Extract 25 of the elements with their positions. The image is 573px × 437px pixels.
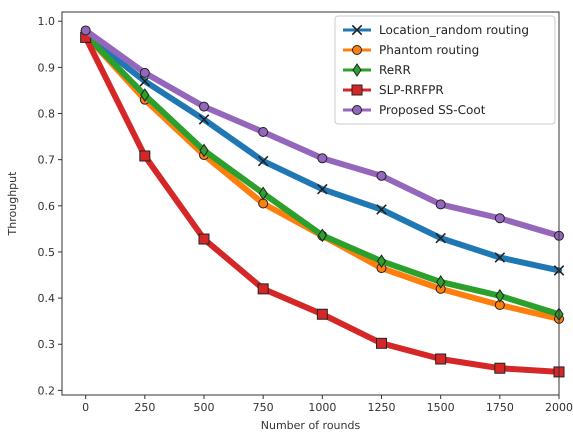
legend-label: Location_random routing <box>379 23 529 37</box>
y-tick-label: 1.0 <box>38 15 55 28</box>
y-tick-label: 0.5 <box>38 246 55 259</box>
legend-label: Phantom routing <box>379 43 480 57</box>
y-tick-label: 0.8 <box>38 108 55 121</box>
y-tick-label: 0.3 <box>38 338 55 352</box>
x-tick-label: 750 <box>252 401 274 414</box>
legend-label: ReRR <box>379 63 411 77</box>
x-tick-label: 1000 <box>308 401 336 414</box>
x-tick-label: 1500 <box>426 401 455 414</box>
legend-label: Proposed SS-Coot <box>379 103 486 117</box>
x-tick-label: 1250 <box>368 401 396 414</box>
y-tick-label: 0.9 <box>38 61 55 74</box>
x-axis-title: Number of rounds <box>260 419 360 432</box>
y-tick-label: 0.7 <box>38 154 55 167</box>
y-tick-label: 0.6 <box>38 200 55 213</box>
legend-label: SLP-RRFPR <box>379 83 444 97</box>
y-axis-title: Throughput <box>6 170 19 236</box>
x-tick-label: 500 <box>194 401 214 414</box>
y-tick-label: 0.2 <box>38 384 55 398</box>
x-tick-label: 1750 <box>486 401 514 414</box>
x-tick-label: 0 <box>82 401 90 414</box>
x-tick-label: 2000 <box>545 401 573 414</box>
x-tick-label: 250 <box>134 401 156 414</box>
y-tick-label: 0.4 <box>38 292 55 306</box>
